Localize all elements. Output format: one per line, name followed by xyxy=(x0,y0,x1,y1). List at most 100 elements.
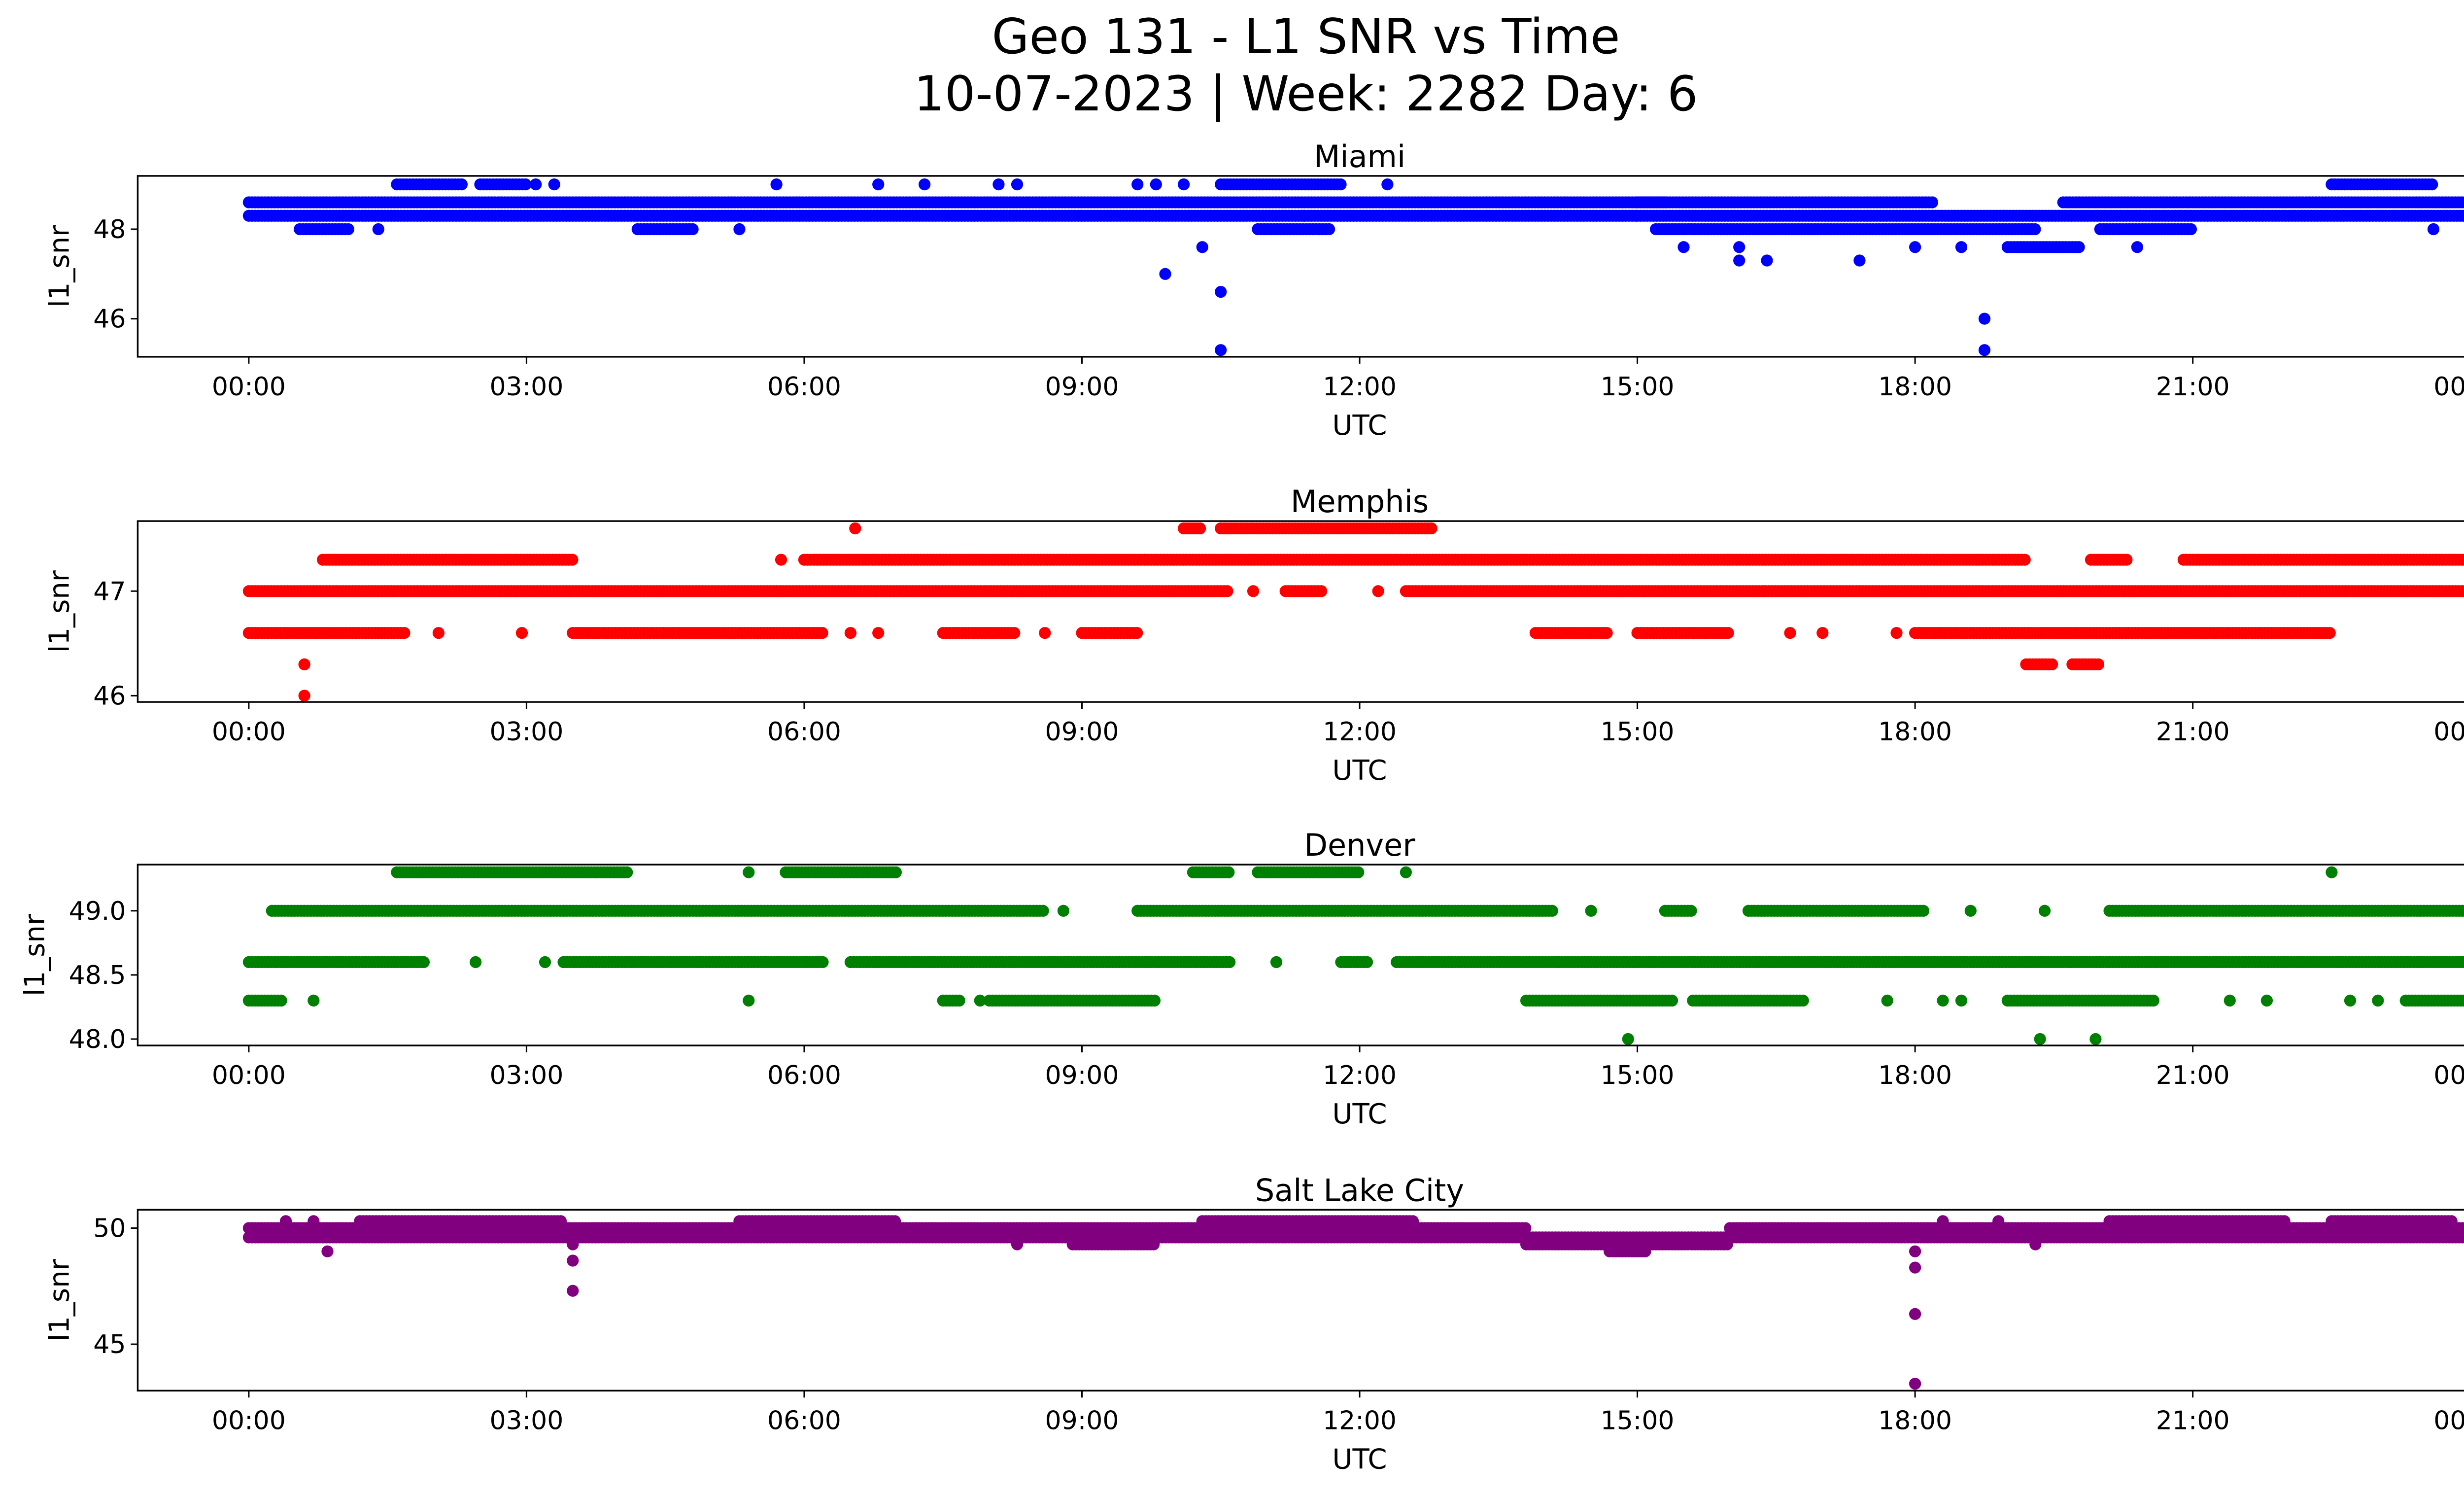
data-point xyxy=(849,522,861,535)
data-point xyxy=(686,223,699,236)
data-point xyxy=(2427,223,2440,236)
data-point xyxy=(743,866,755,878)
data-point xyxy=(2185,223,2197,236)
data-point xyxy=(1909,241,1921,253)
x-tick-label: 06:00 xyxy=(767,717,841,747)
data-point xyxy=(1890,626,1903,639)
x-tick-label: 09:00 xyxy=(1045,372,1119,402)
data-point xyxy=(298,690,310,702)
data-point xyxy=(515,626,528,639)
x-tick-label: 09:00 xyxy=(1045,1061,1119,1090)
subplot-title: Miami xyxy=(1314,139,1405,174)
data-point xyxy=(539,956,551,969)
data-point xyxy=(2459,196,2464,209)
data-point xyxy=(548,178,560,191)
y-tick-label: 46 xyxy=(93,681,126,711)
data-point xyxy=(844,626,857,639)
data-point xyxy=(2324,626,2336,639)
x-tick-label: 00:00 xyxy=(2433,372,2464,402)
data-point xyxy=(2224,994,2236,1007)
data-point xyxy=(1057,904,1070,917)
chart-title: Geo 131 - L1 SNR vs Time xyxy=(992,9,1620,65)
x-tick-label: 18:00 xyxy=(1878,1061,1952,1090)
x-tick-label: 00:00 xyxy=(212,717,286,747)
data-point xyxy=(1335,178,1347,191)
data-point xyxy=(1978,344,1991,356)
data-point xyxy=(1425,522,1437,535)
data-point xyxy=(890,866,902,878)
data-point xyxy=(1011,178,1024,191)
subplot-title: Denver xyxy=(1304,827,1415,863)
data-point xyxy=(1039,626,1051,639)
data-point xyxy=(2459,554,2464,566)
y-tick-label: 49.0 xyxy=(69,897,126,926)
x-tick-label: 00:00 xyxy=(2433,1061,2464,1090)
x-tick-label: 06:00 xyxy=(767,372,841,402)
data-point xyxy=(992,178,1005,191)
data-point xyxy=(2344,994,2357,1007)
y-tick-label: 48.0 xyxy=(69,1025,126,1054)
x-tick-label: 09:00 xyxy=(1045,717,1119,747)
data-point xyxy=(1148,994,1161,1007)
data-point xyxy=(621,866,633,878)
data-point xyxy=(2260,994,2273,1007)
x-tick-label: 03:00 xyxy=(489,717,563,747)
data-point xyxy=(733,223,746,236)
data-point xyxy=(2121,554,2133,566)
data-point xyxy=(275,994,287,1007)
data-point xyxy=(1372,585,1384,597)
data-point xyxy=(2460,956,2464,968)
data-point xyxy=(1797,994,1809,1007)
data-point xyxy=(1978,313,1991,325)
data-point xyxy=(398,626,411,639)
data-point xyxy=(2460,905,2464,917)
data-point xyxy=(2463,587,2464,595)
data-point xyxy=(469,956,482,969)
data-point xyxy=(817,956,829,969)
data-point xyxy=(1917,904,1930,917)
y-tick-label: 47 xyxy=(93,577,126,606)
data-point xyxy=(2461,995,2464,1006)
data-point xyxy=(1926,196,1939,209)
data-point xyxy=(1937,994,1949,1007)
data-point xyxy=(816,626,828,639)
data-point xyxy=(1361,956,1373,969)
data-point xyxy=(1881,994,1893,1007)
chart-subtitle: 10-07-2023 | Week: 2282 Day: 6 xyxy=(914,66,1698,122)
data-point xyxy=(1816,626,1829,639)
data-points xyxy=(242,178,2464,356)
data-point xyxy=(1761,254,1773,267)
data-point xyxy=(519,178,532,191)
data-point xyxy=(1733,241,1745,253)
x-tick-label: 03:00 xyxy=(489,1061,563,1090)
x-axis-label: UTC xyxy=(1333,410,1387,442)
data-point xyxy=(2131,241,2144,253)
x-tick-label: 15:00 xyxy=(1601,372,1675,402)
data-point xyxy=(1315,585,1328,597)
data-point xyxy=(298,658,310,670)
data-point xyxy=(2463,556,2464,564)
data-point xyxy=(308,994,320,1007)
x-tick-label: 00:00 xyxy=(2433,717,2464,747)
data-point xyxy=(1955,994,1968,1007)
data-point xyxy=(872,626,885,639)
y-tick-label: 48 xyxy=(93,215,126,244)
x-tick-label: 21:00 xyxy=(2156,372,2230,402)
data-point xyxy=(1853,254,1866,267)
data-point xyxy=(2038,904,2051,917)
data-point xyxy=(455,178,468,191)
data-point xyxy=(2459,585,2464,597)
x-tick-label: 21:00 xyxy=(2156,717,2230,747)
data-point xyxy=(2372,994,2384,1007)
data-point xyxy=(1323,223,1335,236)
x-axis-label: UTC xyxy=(1333,755,1387,787)
data-point xyxy=(432,626,445,639)
x-tick-label: 21:00 xyxy=(2156,1061,2230,1090)
data-point xyxy=(1722,626,1734,639)
data-point xyxy=(1585,904,1597,917)
data-point xyxy=(2034,1033,2046,1045)
data-points xyxy=(242,1215,2464,1390)
